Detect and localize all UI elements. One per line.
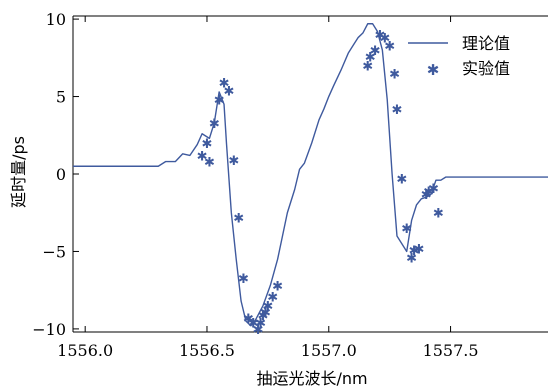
- ticks: [73, 16, 452, 332]
- data-point-experiment: ✱: [223, 84, 234, 99]
- legend: 理论值 ✱ 实验值: [408, 34, 510, 79]
- x-tick-label: 1557.5: [423, 341, 479, 360]
- legend-label-theory: 理论值: [462, 34, 510, 53]
- data-point-experiment: ✱: [267, 290, 278, 305]
- y-tick-label: −10: [32, 320, 66, 339]
- data-point-experiment: ✱: [258, 309, 269, 324]
- data-point-experiment: ✱: [401, 222, 412, 237]
- data-point-experiment: ✱: [433, 207, 444, 222]
- data-point-experiment: ✱: [428, 182, 439, 197]
- data-point-experiment: ✱: [396, 173, 407, 188]
- data-point-experiment: ✱: [392, 103, 403, 118]
- data-point-experiment: ✱: [413, 242, 424, 257]
- data-point-experiment: ✱: [272, 280, 283, 295]
- data-point-experiment: ✱: [421, 188, 432, 203]
- y-tick-label: 0: [56, 165, 66, 184]
- x-tick-label: 1557.0: [301, 341, 357, 360]
- legend-label-experiment: 实验值: [462, 59, 510, 78]
- x-tick-label: 1556.5: [179, 341, 235, 360]
- data-point-experiment: ✱: [202, 137, 213, 152]
- y-tick-label: −5: [42, 242, 66, 261]
- data-point-experiment: ✱: [362, 60, 373, 75]
- series-layer: ✱✱✱✱✱✱✱✱✱✱✱✱✱✱✱✱✱✱✱✱✱✱✱✱✱✱✱✱✱✱✱✱✱✱✱✱: [73, 23, 548, 338]
- series-line-theory: [73, 23, 548, 327]
- data-point-experiment: ✱: [248, 317, 259, 332]
- x-axis-label: 抽运光波长/nm: [256, 369, 367, 388]
- x-tick-label: 1556.0: [57, 341, 113, 360]
- data-point-experiment: ✱: [253, 323, 264, 338]
- legend-star-marker: ✱: [427, 61, 440, 79]
- y-tick-label: 5: [56, 88, 66, 107]
- data-point-experiment: ✱: [228, 154, 239, 169]
- data-point-experiment: ✱: [384, 39, 395, 54]
- data-point-experiment: ✱: [204, 156, 215, 171]
- data-point-experiment: ✱: [219, 77, 230, 92]
- data-point-experiment: ✱: [255, 317, 266, 332]
- data-point-experiment: ✱: [262, 300, 273, 315]
- data-point-experiment: ✱: [379, 32, 390, 47]
- data-point-experiment: ✱: [409, 244, 420, 259]
- data-point-experiment: ✱: [243, 312, 254, 327]
- data-point-experiment: ✱: [233, 211, 244, 226]
- tick-labels: 1556.0 1556.5 1557.0 1557.5 10 5 0 −5 −10: [32, 10, 478, 360]
- data-point-experiment: ✱: [238, 272, 249, 287]
- data-point-experiment: ✱: [260, 306, 271, 321]
- data-point-experiment: ✱: [370, 44, 381, 59]
- data-point-experiment: ✱: [214, 94, 225, 109]
- data-point-experiment: ✱: [423, 185, 434, 200]
- data-point-experiment: ✱: [365, 50, 376, 65]
- data-point-experiment: ✱: [389, 67, 400, 82]
- data-point-experiment: ✱: [197, 149, 208, 164]
- y-axis-label: 延时量/ps: [9, 136, 28, 208]
- y-tick-label: 10: [46, 10, 66, 29]
- data-point-experiment: ✱: [209, 117, 220, 132]
- data-point-experiment: ✱: [374, 29, 385, 44]
- data-point-experiment: ✱: [406, 252, 417, 267]
